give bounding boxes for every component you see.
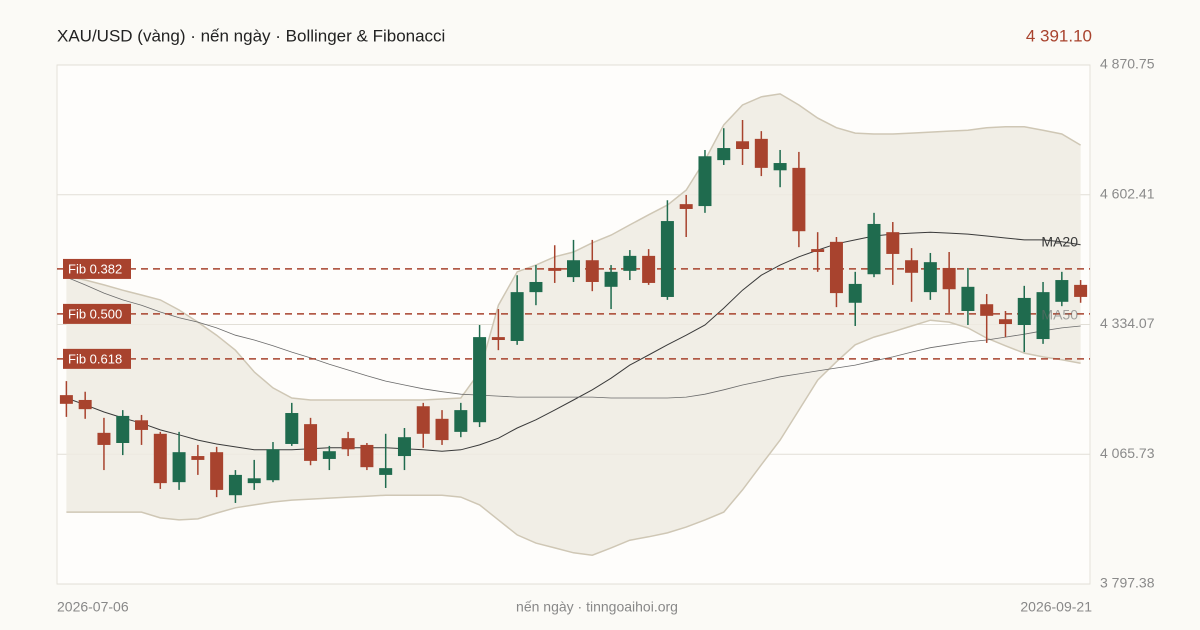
candle-body (116, 415, 130, 443)
fib-label: Fib 0.618 (68, 351, 122, 366)
candle-body (642, 255, 656, 283)
candle-body (585, 260, 599, 282)
candle-body (548, 267, 562, 271)
candle-body (867, 223, 881, 275)
candle-body (97, 432, 111, 445)
ma-line (66, 231, 1081, 452)
candle-body (1036, 292, 1050, 340)
candle-body (341, 438, 355, 450)
candle-body (78, 399, 92, 410)
candle-body (679, 204, 693, 209)
last-price: 4 391.10 (1026, 26, 1092, 45)
candle-body (266, 449, 280, 481)
candle-body (998, 319, 1012, 325)
fib-label-box (63, 258, 131, 279)
candle-body (961, 286, 975, 311)
x-tick-label: 2026-07-06 (57, 599, 129, 615)
y-tick-label: 4 870.75 (1100, 56, 1155, 72)
candle-body (491, 337, 505, 341)
bollinger-lower (66, 319, 1081, 556)
candle-body (191, 456, 205, 460)
candle-body (604, 271, 618, 287)
fib-label: Fib 0.500 (68, 306, 122, 321)
candle-body (210, 452, 224, 490)
candle-body (717, 148, 731, 161)
source: nến ngày · tinngoaihoi.org (516, 599, 678, 615)
candle-body (942, 267, 956, 290)
ma-line (66, 276, 1081, 399)
fib-label-box (63, 303, 131, 324)
candle-body (135, 420, 149, 430)
candle-body (1017, 297, 1031, 326)
candle-body (435, 418, 449, 441)
candle-body (886, 232, 900, 254)
candle-body (360, 444, 374, 468)
candle-body (397, 437, 411, 457)
y-tick-label: 4 334.07 (1100, 315, 1155, 331)
y-tick-label: 4 065.73 (1100, 445, 1155, 461)
candle-body (773, 163, 787, 171)
fib-label-box (63, 348, 131, 369)
candle-body (454, 410, 468, 432)
candle-body (304, 424, 318, 461)
candle-body (905, 260, 919, 273)
candle-body (172, 452, 186, 483)
candle-body (660, 221, 674, 297)
candle-body (848, 283, 862, 303)
y-tick-label: 3 797.38 (1100, 575, 1155, 591)
candle-body (811, 249, 825, 253)
candle-body (322, 451, 336, 459)
candle-body (153, 433, 167, 484)
candle-body (59, 395, 73, 404)
candle-body (473, 337, 487, 423)
candle-body (736, 141, 750, 150)
candle-body (754, 138, 768, 168)
candle-body (228, 474, 242, 496)
candle-body (1055, 280, 1069, 302)
candle-body (698, 156, 712, 207)
series-label: MA50 (1041, 307, 1078, 323)
x-tick-label: 2026-09-21 (1020, 599, 1092, 615)
candle-body (379, 468, 393, 475)
candle-body (416, 406, 430, 434)
candle-body (567, 260, 580, 278)
y-tick-label: 4 602.41 (1100, 185, 1155, 201)
candle-body (923, 262, 937, 293)
candle-body (285, 413, 299, 444)
chart-title: XAU/USD (vàng) · nến ngày · Bollinger & … (57, 26, 445, 45)
candle-body (623, 255, 637, 271)
bollinger-fill (66, 93, 1081, 556)
candle-body (829, 241, 843, 294)
candle-body (980, 304, 994, 316)
candle-body (1074, 284, 1088, 297)
candle-body (247, 478, 261, 484)
series-label: MA20 (1041, 233, 1078, 249)
candle-body (529, 281, 543, 293)
fib-label: Fib 0.382 (68, 261, 122, 276)
candle-body (510, 292, 524, 341)
candle-body (792, 167, 806, 232)
